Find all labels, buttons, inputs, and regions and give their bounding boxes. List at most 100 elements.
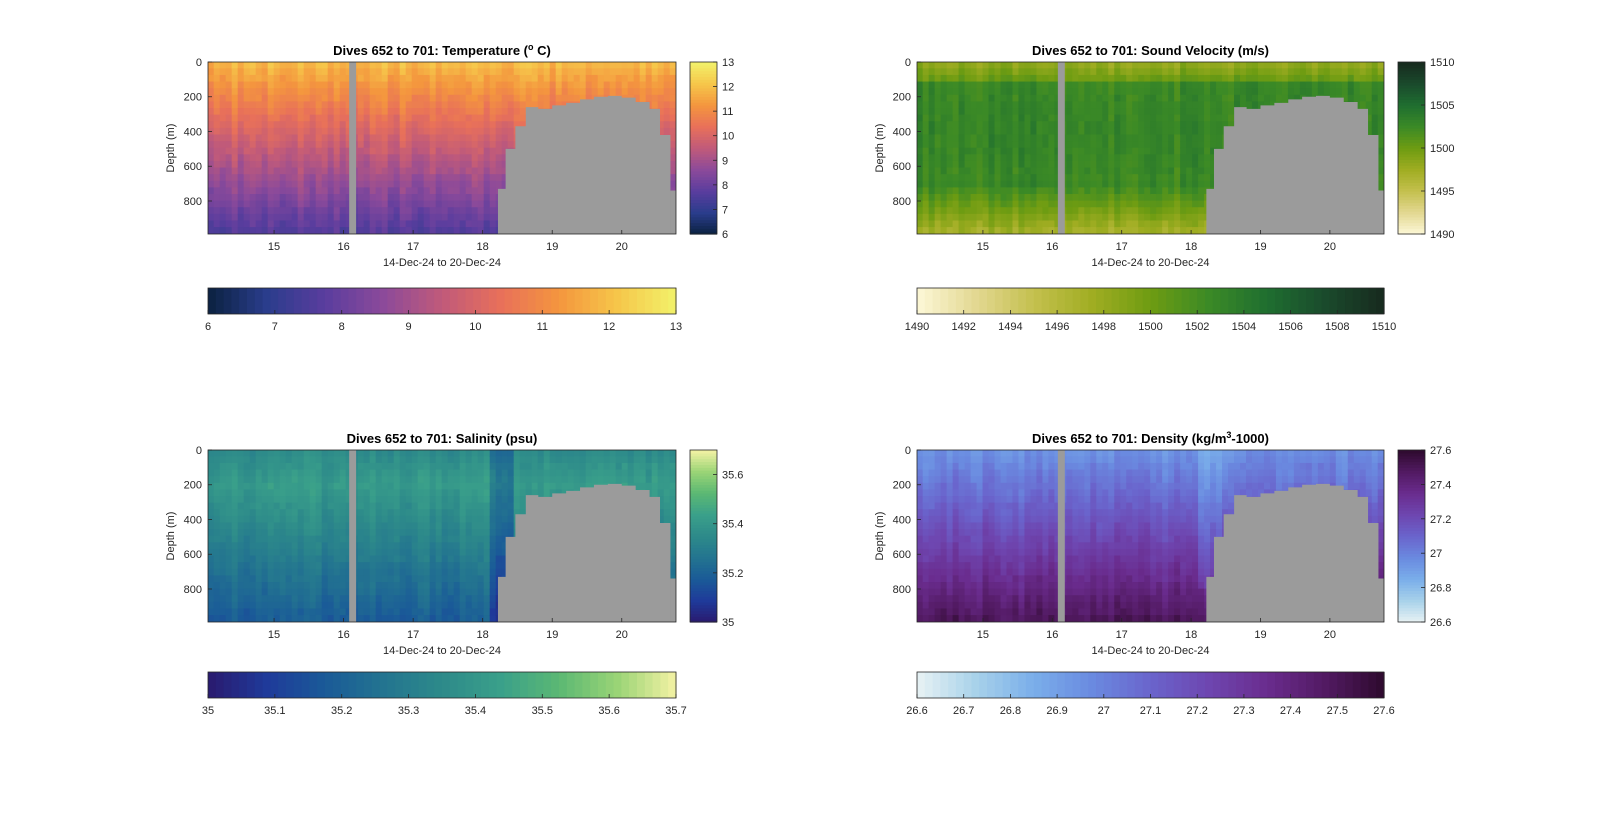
heatmap-cell — [1054, 154, 1062, 162]
heatmap-cell — [1186, 88, 1193, 96]
heatmap-cell — [243, 220, 251, 228]
heatmap-cell — [225, 555, 233, 563]
heatmap-cell — [369, 101, 377, 109]
heatmap-cell — [964, 94, 972, 103]
heatmap-cell — [1144, 174, 1151, 182]
heatmap-cell — [441, 68, 449, 76]
heatmap-cell — [411, 108, 419, 116]
heatmap-cell — [429, 147, 437, 156]
heatmap-cell — [237, 515, 245, 524]
colorbar-segment — [963, 288, 973, 314]
heatmap-cell — [411, 187, 419, 195]
heatmap-column — [958, 62, 966, 234]
heatmap-cell — [1174, 114, 1181, 123]
heatmap-cell — [958, 154, 966, 162]
heatmap-cell — [208, 88, 215, 96]
heatmap-cell — [237, 187, 245, 195]
heatmap-cell — [1132, 81, 1140, 89]
heatmap-cell — [1371, 121, 1379, 129]
heatmap-cell — [651, 101, 659, 109]
heatmap-cell — [1114, 213, 1122, 222]
colorbar-segment — [1398, 64, 1425, 69]
heatmap-cell — [453, 207, 461, 215]
heatmap-cell — [940, 227, 948, 234]
heatmap-cell — [1341, 81, 1349, 89]
heatmap-cell — [657, 62, 665, 70]
heatmap-cell — [237, 575, 245, 583]
colorbar-segment — [1398, 73, 1425, 77]
heatmap-cell — [1162, 114, 1169, 123]
heatmap-cell — [381, 154, 389, 162]
heatmap-cell — [465, 207, 473, 215]
heatmap-cell — [267, 147, 275, 156]
heatmap-cell — [363, 101, 371, 109]
heatmap-cell — [249, 522, 257, 530]
heatmap-cell — [489, 154, 497, 162]
heatmap-cell — [940, 101, 948, 109]
heatmap-cell — [483, 147, 491, 156]
heatmap-cell — [243, 101, 251, 109]
heatmap-cell — [1090, 194, 1098, 202]
heatmap-cell — [1096, 160, 1104, 169]
heatmap-cell — [1287, 94, 1295, 103]
heatmap-cell — [279, 469, 287, 477]
heatmap-cell — [303, 220, 311, 228]
heatmap-cell — [1204, 81, 1211, 89]
heatmap-cell — [489, 160, 497, 169]
heatmap-cell — [249, 81, 257, 89]
x-tick-label: 20 — [616, 241, 628, 253]
heatmap-cell — [639, 94, 647, 103]
heatmap-cell — [1132, 62, 1140, 70]
heatmap-cell — [1311, 62, 1319, 70]
heatmap-cell — [231, 121, 239, 129]
heatmap-cell — [1144, 94, 1151, 103]
heatmap-cell — [261, 127, 269, 136]
heatmap-cell — [1144, 62, 1151, 70]
heatmap-cell — [1192, 141, 1199, 149]
heatmap-cell — [1281, 94, 1289, 103]
heatmap-cell — [208, 121, 215, 129]
heatmap-cell — [405, 68, 413, 76]
heatmap-cell — [255, 101, 263, 109]
heatmap-cell — [285, 509, 293, 517]
heatmap-cell — [333, 160, 341, 169]
heatmap-cell — [519, 88, 527, 96]
heatmap-cell — [597, 62, 605, 70]
heatmap-cell — [1102, 141, 1110, 149]
heatmap-cell — [922, 187, 930, 195]
heatmap-cell — [447, 88, 455, 96]
heatmap-cell — [1066, 81, 1074, 89]
heatmap-cell — [285, 174, 293, 182]
heatmap-cell — [291, 575, 299, 583]
heatmap-cell — [1018, 147, 1026, 156]
colorbar-segment — [418, 288, 427, 314]
heatmap-cell — [279, 476, 287, 484]
heatmap-cell — [934, 134, 942, 142]
heatmap-cell — [1108, 227, 1116, 234]
heatmap-cell — [219, 121, 227, 129]
heatmap-cell — [917, 147, 924, 156]
heatmap-cell — [1353, 62, 1361, 70]
heatmap-cell — [393, 108, 401, 116]
heatmap-cell — [917, 94, 924, 103]
heatmap-cell — [369, 147, 377, 156]
heatmap-cell — [255, 615, 263, 622]
heatmap-cell — [393, 88, 401, 96]
heatmap-cell — [946, 154, 954, 162]
colorbar-segment — [1345, 288, 1354, 314]
heatmap-cell — [917, 88, 924, 96]
heatmap-cell — [243, 535, 251, 544]
heatmap-cell — [1120, 81, 1128, 89]
heatmap-cell — [453, 200, 461, 209]
heatmap-cell — [952, 121, 960, 129]
heatmap-cell — [237, 595, 245, 603]
heatmap-cell — [208, 207, 215, 215]
heatmap-cell — [1156, 167, 1163, 175]
heatmap-cell — [1281, 62, 1289, 70]
heatmap-cell — [273, 101, 281, 109]
heatmap-cell — [1186, 141, 1193, 149]
heatmap-cell — [964, 167, 972, 175]
heatmap-cell — [435, 101, 443, 109]
colorbar-segment — [690, 136, 717, 140]
